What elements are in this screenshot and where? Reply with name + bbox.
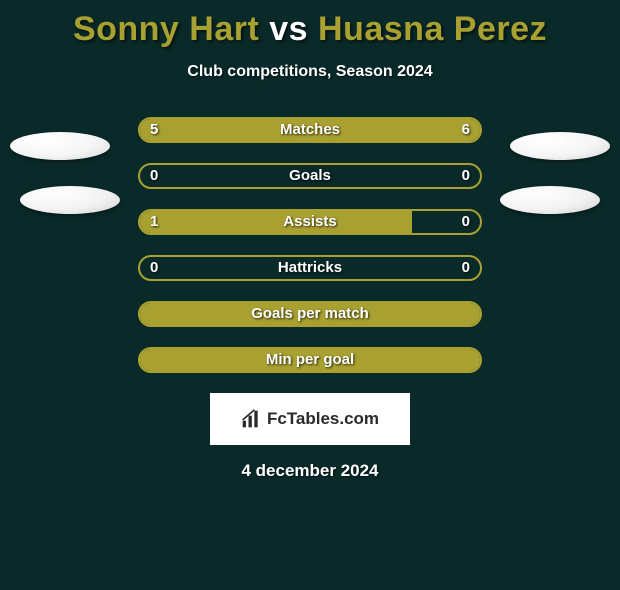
stat-value-left: 0	[150, 163, 158, 189]
brand-text: FcTables.com	[267, 409, 379, 429]
title-player1: Sonny Hart	[73, 10, 259, 48]
stat-label: Goals	[138, 163, 482, 189]
stat-label: Goals per match	[138, 301, 482, 327]
brand-bars-icon	[241, 409, 261, 429]
stat-row: Goals per match	[138, 301, 482, 327]
stat-value-right: 0	[462, 255, 470, 281]
stat-row: Goals0 0	[138, 163, 482, 189]
date-text: 4 december 2024	[0, 461, 620, 481]
stats-container: Matches56Goals00Assists10Hattricks00Goal…	[0, 117, 620, 373]
title-vs: vs	[259, 10, 318, 48]
stat-value-right: 0	[462, 209, 470, 235]
stat-value-left: 1	[150, 209, 158, 235]
stat-label: Min per goal	[138, 347, 482, 373]
stat-row: Matches5 6	[138, 117, 482, 143]
stat-value-right: 6	[462, 117, 470, 143]
page-title: Sonny Hart vs Huasna Perez	[0, 10, 620, 49]
stat-value-right: 0	[462, 163, 470, 189]
stat-label: Matches	[138, 117, 482, 143]
title-player2: Huasna Perez	[318, 10, 547, 48]
stat-value-left: 5	[150, 117, 158, 143]
subtitle: Club competitions, Season 2024	[0, 63, 620, 81]
stat-value-left: 0	[150, 255, 158, 281]
stat-row: Hattricks0 0	[138, 255, 482, 281]
stat-label: Assists	[138, 209, 482, 235]
stat-row: Assists1 0	[138, 209, 482, 235]
stat-row: Min per goal	[138, 347, 482, 373]
brand-box: FcTables.com	[210, 393, 410, 445]
stat-label: Hattricks	[138, 255, 482, 281]
